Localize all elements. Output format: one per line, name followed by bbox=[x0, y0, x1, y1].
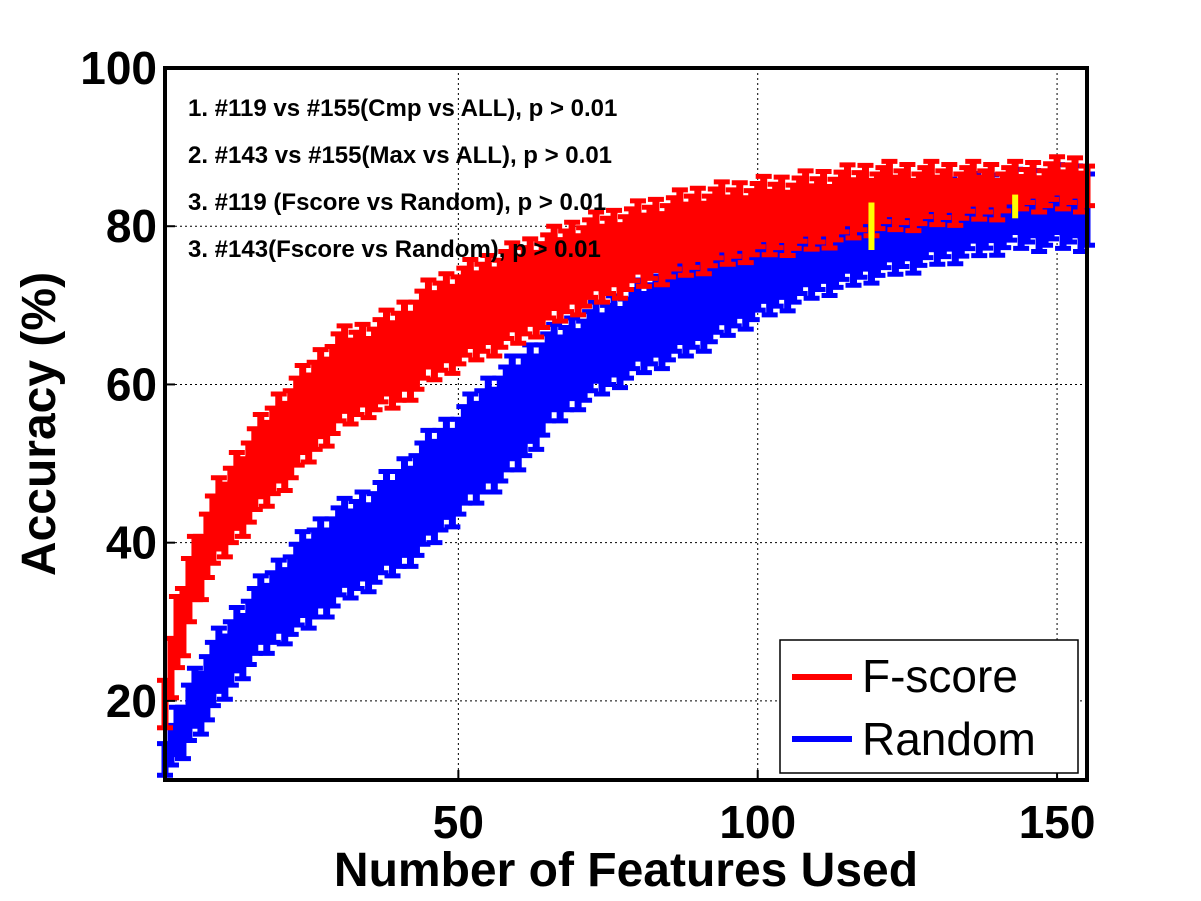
legend-label-fscore: F-score bbox=[862, 650, 1018, 702]
annotation-line: 3. #143(Fscore vs Random), p > 0.01 bbox=[188, 236, 601, 263]
y-tick-label: 60 bbox=[106, 358, 157, 410]
legend-label-random: Random bbox=[862, 713, 1036, 765]
y-axis-label: Accuracy (%) bbox=[13, 272, 66, 576]
legend-box bbox=[779, 639, 1079, 774]
annotation-line: 3. #119 (Fscore vs Random), p > 0.01 bbox=[188, 189, 606, 216]
annotation-layer: 1. #119 vs #155(Cmp vs ALL), p > 0.01 2. … bbox=[188, 95, 617, 263]
plot-frame bbox=[163, 66, 1089, 782]
x-axis-label: Number of Features Used bbox=[334, 844, 918, 897]
legend: F-score Random bbox=[779, 639, 1079, 774]
x-tick-label: 100 bbox=[719, 796, 796, 848]
annotation-line: 1. #119 vs #155(Cmp vs ALL), p > 0.01 bbox=[188, 95, 617, 122]
series-f-score bbox=[157, 154, 1095, 731]
x-tick-label: 50 bbox=[433, 796, 484, 848]
tick-layer: 50 100 150 20 40 60 80 100 bbox=[80, 42, 1095, 848]
y-tick-label: 100 bbox=[80, 42, 157, 94]
y-tick-label: 40 bbox=[106, 517, 157, 569]
series-layer bbox=[157, 154, 1095, 778]
y-tick-label: 80 bbox=[106, 200, 157, 252]
y-tick-label: 20 bbox=[106, 675, 157, 727]
annotation-line: 2. #143 vs #155(Max vs ALL), p > 0.01 bbox=[188, 142, 612, 169]
marker-layer bbox=[868, 194, 1019, 250]
x-tick-label: 150 bbox=[1019, 796, 1096, 848]
